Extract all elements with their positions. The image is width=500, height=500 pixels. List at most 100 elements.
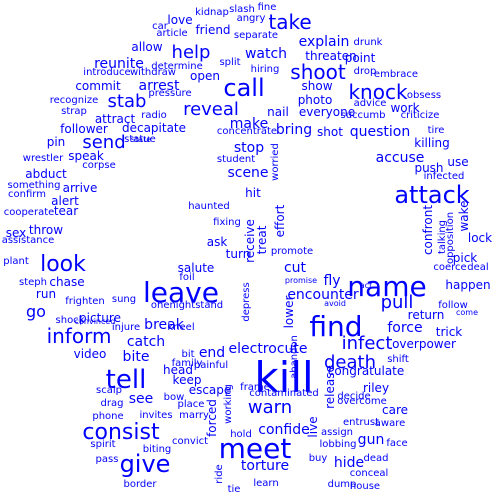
word-car: car	[152, 21, 168, 32]
word-bite: bite	[122, 349, 150, 365]
word-break: break	[144, 317, 184, 333]
word-plant: plant	[3, 256, 29, 267]
word-shock: shock	[55, 315, 85, 326]
word-see: see	[128, 391, 154, 407]
word-invites: invites	[139, 410, 173, 421]
word-bow: bow	[163, 392, 185, 403]
word-death: death	[324, 352, 376, 373]
word-kidnap: kidnap	[195, 7, 229, 18]
word-opposition: opposition	[445, 211, 456, 265]
word-warn: warn	[247, 397, 293, 418]
word-dump: dump	[327, 479, 357, 490]
word-inform: inform	[46, 324, 112, 348]
word-drunk: drunk	[353, 37, 383, 48]
word-chase: chase	[49, 275, 85, 289]
word-student: student	[216, 154, 256, 165]
word-riley: riley	[362, 381, 390, 395]
word-statue: statue	[124, 134, 156, 145]
word-tire: tire	[427, 125, 445, 136]
word-leave: leave	[143, 276, 219, 309]
word-force: force	[387, 320, 423, 336]
word-marry: marry	[179, 410, 209, 421]
word-arrest: arrest	[138, 78, 180, 94]
word-meet: meet	[218, 432, 292, 465]
word-killing: killing	[414, 136, 450, 150]
word-something: something	[7, 180, 61, 191]
word-consist: consist	[82, 420, 160, 445]
word-onenightstand: onenightstand	[150, 300, 224, 311]
word-reveal: reveal	[183, 99, 239, 120]
word-work: work	[390, 101, 420, 115]
word-phone: phone	[92, 411, 124, 422]
word-allow: allow	[131, 40, 163, 54]
word-show: show	[301, 79, 333, 93]
word-head: head	[163, 363, 193, 377]
word-confront: confront	[421, 204, 435, 256]
word-learn: learn	[253, 478, 279, 489]
word-arrive: arrive	[62, 181, 98, 195]
word-succumb: succumb	[340, 110, 386, 121]
word-criticize: criticize	[400, 110, 440, 121]
word-confide: confide	[258, 422, 310, 438]
word-receive: receive	[243, 219, 257, 263]
word-attract: attract	[94, 112, 136, 126]
word-ride: ride	[214, 464, 225, 484]
word-video: video	[73, 347, 107, 361]
word-steph: steph	[19, 277, 47, 288]
word-treat: treat	[255, 225, 269, 255]
word-use: use	[447, 155, 469, 169]
word-scene: scene	[227, 165, 269, 181]
word-pin: pin	[46, 135, 66, 149]
word-foil: foil	[179, 272, 195, 283]
word-make: make	[229, 116, 269, 132]
word-accuse: accuse	[375, 150, 425, 166]
word-state: state	[130, 135, 152, 144]
word-withdraw: withdraw	[130, 67, 176, 78]
word-decapitate: decapitate	[121, 121, 187, 135]
word-concentrate: concentrate	[216, 126, 278, 137]
word-open: open	[190, 69, 220, 83]
word-overpower: overpower	[392, 337, 456, 351]
word-kill: kill	[254, 353, 314, 402]
word-hide: hide	[333, 455, 365, 471]
word-obsess: obsess	[406, 90, 442, 101]
word-throw: throw	[28, 223, 64, 237]
word-separate: separate	[233, 30, 279, 41]
word-act: act	[359, 281, 373, 290]
word-bring: bring	[275, 122, 313, 138]
word-assistance: assistance	[1, 235, 55, 246]
word-shoot: shoot	[290, 60, 346, 84]
word-place: place	[177, 399, 205, 410]
word-introduce: introduce	[83, 67, 131, 78]
word-convinced: convinced	[74, 317, 116, 326]
word-drop: drop	[353, 66, 377, 77]
word-pull: pull	[380, 292, 414, 313]
word-injure: injure	[111, 322, 141, 333]
word-commit: commit	[75, 79, 121, 93]
word-haunted: haunted	[188, 201, 230, 212]
word-frighten: frighten	[65, 296, 105, 307]
word-effort: effort	[273, 204, 287, 238]
word-tie: tie	[227, 484, 241, 495]
word-name: name	[347, 270, 427, 303]
word-congratulate: congratulate	[327, 364, 405, 378]
word-convict: convict	[171, 436, 209, 447]
word-fly: fly	[323, 273, 341, 289]
word-give: give	[119, 450, 171, 478]
word-border: border	[123, 479, 157, 490]
word-frame: frame	[240, 382, 270, 393]
word-coerce: coerce	[433, 262, 467, 273]
word-reunite: reunite	[94, 56, 144, 72]
word-hit: hit	[245, 186, 261, 200]
word-call: call	[223, 74, 265, 102]
word-confirm: confirm	[8, 189, 46, 200]
word-send: send	[82, 132, 126, 153]
word-infected: infected	[423, 171, 465, 182]
word-gun: gun	[357, 432, 385, 448]
word-stop: stop	[233, 140, 265, 156]
word-shot: shot	[317, 125, 343, 139]
word-spirit: spirit	[90, 439, 116, 450]
word-escape: escape	[188, 383, 232, 397]
word-love: love	[167, 13, 193, 27]
word-alert: alert	[51, 194, 79, 208]
